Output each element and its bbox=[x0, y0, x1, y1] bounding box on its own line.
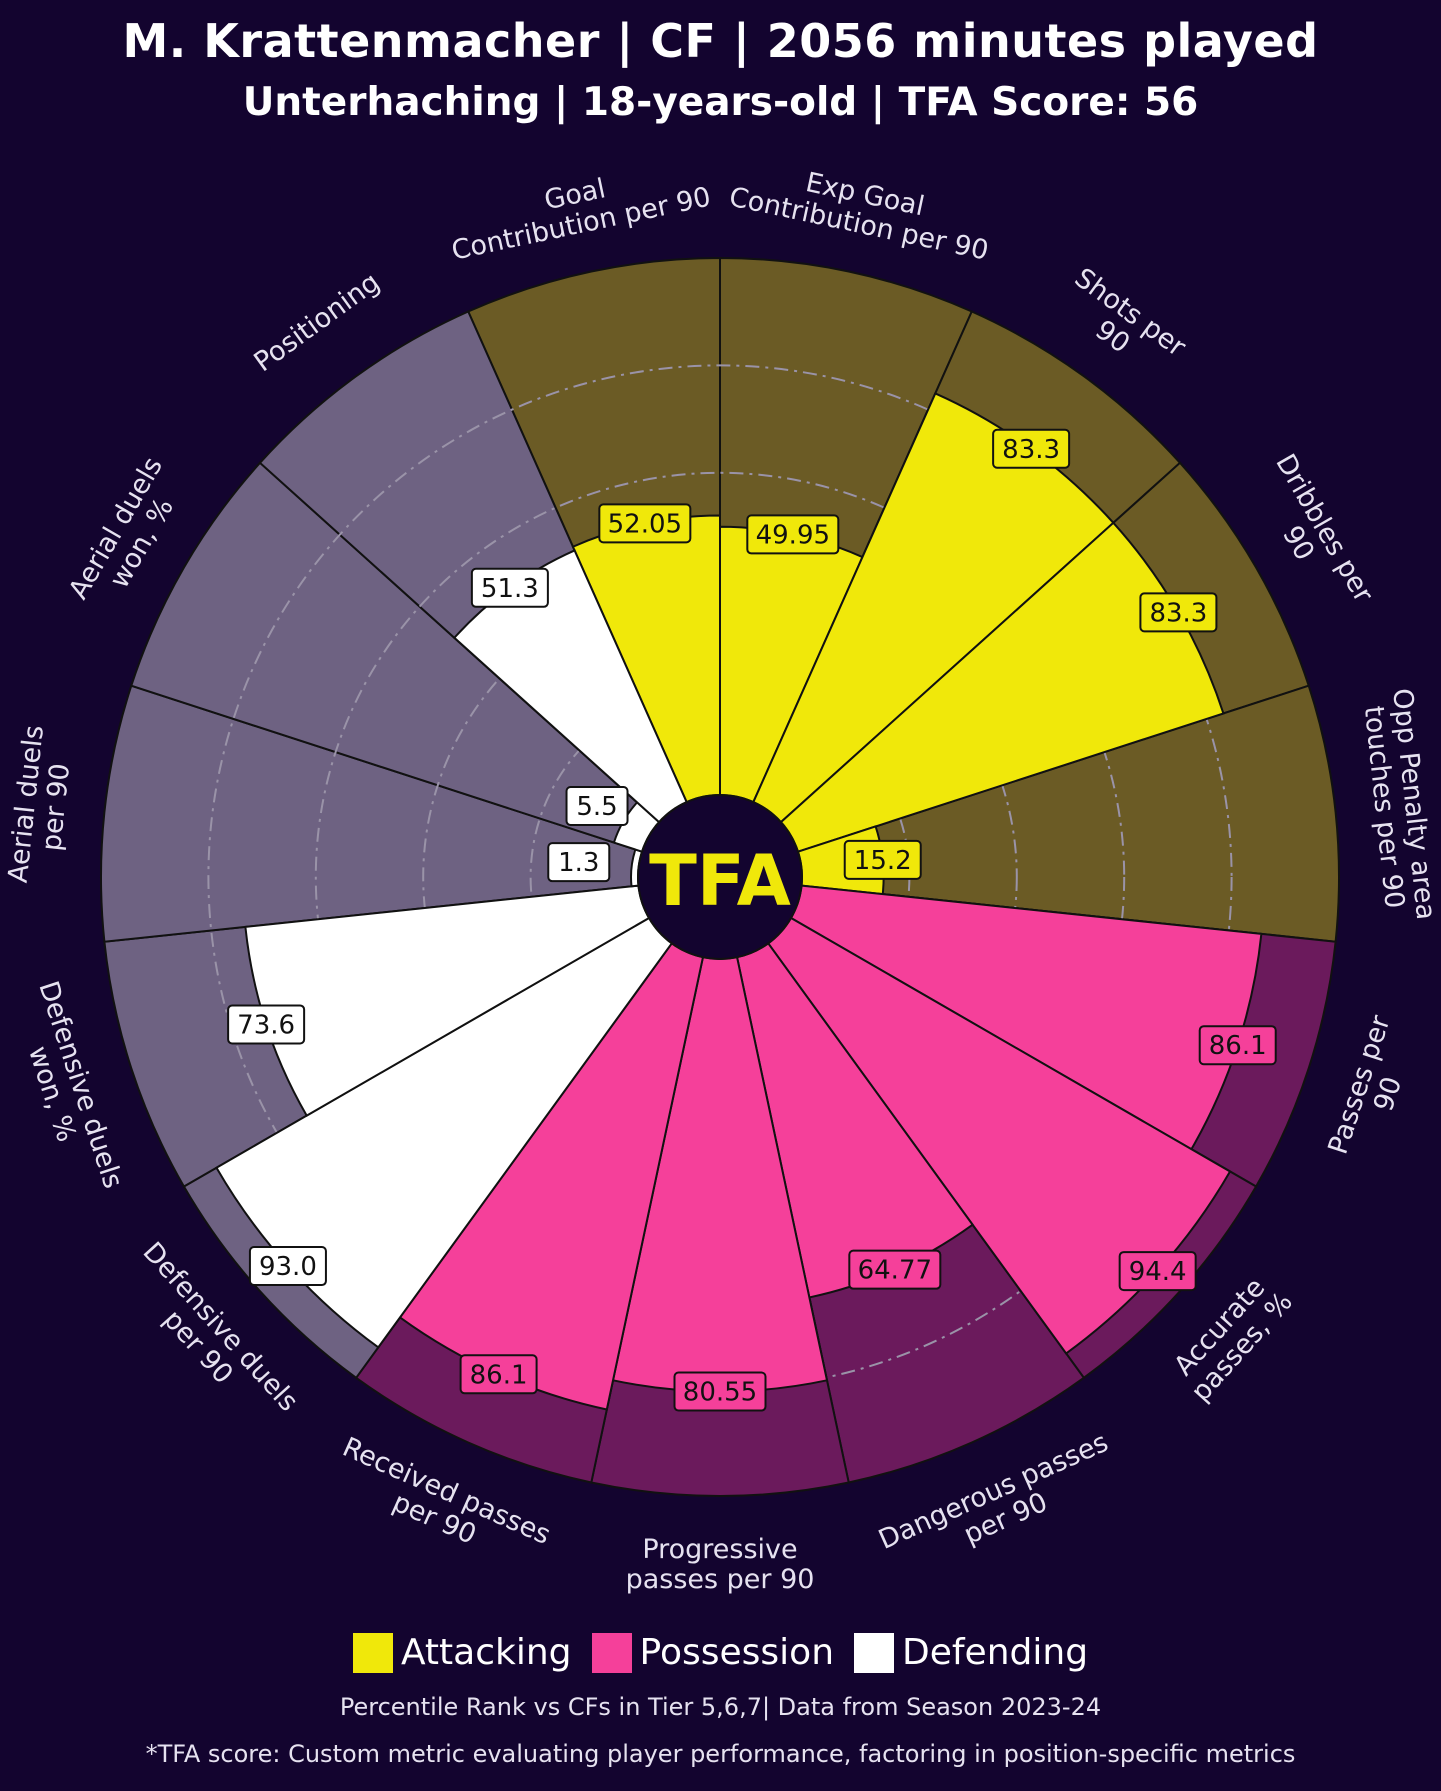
wedge-bars bbox=[215, 392, 1263, 1411]
legend-swatch-attacking bbox=[352, 1632, 393, 1673]
value-label-7: 64.77 bbox=[858, 1256, 932, 1286]
legend: Attacking Possession Defending bbox=[0, 1632, 1441, 1673]
legend-label-possession: Possession bbox=[639, 1632, 835, 1673]
value-box-4 bbox=[843, 839, 922, 880]
value-label-0: 52.05 bbox=[608, 509, 682, 539]
value-box-11 bbox=[227, 1004, 306, 1045]
value-box-0 bbox=[598, 503, 692, 544]
value-label-14: 51.3 bbox=[481, 574, 539, 604]
value-box-5 bbox=[1198, 1025, 1277, 1066]
value-label-10: 93.0 bbox=[259, 1252, 317, 1282]
chart-subtitle: Unterhaching | 18-years-old | TFA Score:… bbox=[242, 80, 1199, 125]
value-label-3: 83.3 bbox=[1149, 598, 1207, 628]
value-labels: 52.05 49.95 83.3 83.3 15.2 86.1 94.4 64.77 80.55… bbox=[227, 428, 1277, 1412]
value-label-6: 94.4 bbox=[1129, 1257, 1187, 1287]
metric-label-14: Positioning bbox=[249, 267, 386, 378]
value-label-5: 86.1 bbox=[1209, 1031, 1267, 1061]
metric-label-5: Passes per90 bbox=[1323, 1011, 1426, 1168]
value-box-8 bbox=[673, 1371, 767, 1412]
value-label-12: 1.3 bbox=[558, 848, 599, 878]
metric-label-0: GoalContribution per 90 bbox=[443, 152, 714, 267]
legend-item-possession: Possession bbox=[591, 1632, 835, 1673]
value-label-8: 80.55 bbox=[683, 1378, 757, 1408]
value-box-7 bbox=[848, 1249, 942, 1290]
tfa-logo: TFA bbox=[649, 840, 791, 922]
value-box-10 bbox=[248, 1246, 327, 1287]
metric-label-12: Aerial duelsper 90 bbox=[3, 724, 80, 888]
metric-label-11: Defensive duelswon, % bbox=[4, 977, 129, 1201]
legend-swatch-possession bbox=[591, 1632, 632, 1673]
value-box-9 bbox=[459, 1354, 538, 1395]
value-label-4: 15.2 bbox=[854, 846, 912, 876]
value-box-12 bbox=[547, 842, 611, 883]
footnote-source: Percentile Rank vs CFs in Tier 5,6,7| Da… bbox=[339, 1693, 1102, 1721]
chart-title: M. Krattenmacher | CF | 2056 minutes pla… bbox=[122, 14, 1319, 68]
value-label-1: 49.95 bbox=[756, 520, 830, 550]
value-box-3 bbox=[1139, 592, 1218, 633]
value-box-2 bbox=[992, 428, 1071, 469]
value-label-9: 86.1 bbox=[470, 1360, 528, 1390]
metric-label-1: Exp GoalContribution per 90 bbox=[726, 152, 997, 267]
value-box-14 bbox=[470, 567, 549, 608]
value-box-1 bbox=[746, 514, 840, 555]
metric-label-8: Progressive passes per 90 bbox=[626, 1534, 815, 1595]
center-circle bbox=[637, 794, 803, 960]
metric-label-4: Opp Penalty areatouches per 90 bbox=[1356, 687, 1441, 925]
legend-item-attacking: Attacking bbox=[352, 1632, 572, 1673]
legend-item-defending: Defending bbox=[854, 1632, 1088, 1673]
value-label-13: 5.5 bbox=[576, 792, 617, 822]
footnote-tfa-score: *TFA score: Custom metric evaluating pla… bbox=[145, 1740, 1296, 1768]
value-label-2: 83.3 bbox=[1002, 435, 1060, 465]
legend-swatch-defending bbox=[854, 1632, 895, 1673]
legend-label-attacking: Attacking bbox=[400, 1632, 572, 1673]
value-label-11: 73.6 bbox=[237, 1010, 295, 1040]
value-box-6 bbox=[1118, 1251, 1197, 1292]
value-box-13 bbox=[565, 786, 629, 826]
grid-ring-2 bbox=[314, 471, 1126, 1283]
legend-label-defending: Defending bbox=[902, 1632, 1089, 1673]
